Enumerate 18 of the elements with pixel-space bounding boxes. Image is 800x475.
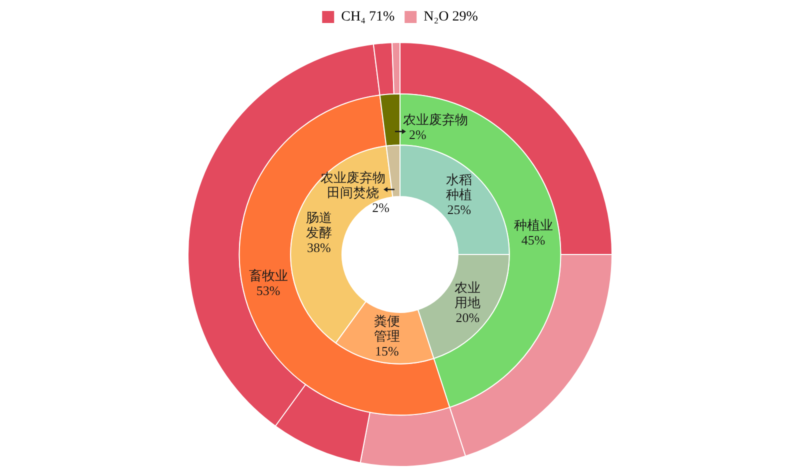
legend-label: N₂O 29% [424,10,478,25]
slice-label: 粪便管理 [374,314,400,344]
slice-label: 畜牧业 [248,268,288,283]
data-label: 2% [372,200,390,215]
data-label: 38% [307,240,332,256]
data-label: 15% [374,344,399,359]
legend-label: CH₄ 71% [341,10,395,25]
data-label: 20% [456,310,480,326]
slice-label: 种植业 [514,217,553,232]
slice-label: 水稻种植 [446,172,472,202]
data-label: 53% [256,282,280,298]
data-label: 45% [521,232,546,248]
data-label: 25% [447,202,472,217]
data-label: 2% [409,126,426,142]
slice-label: 农业废弃物田间焚烧 [320,170,386,200]
slice-label: 农业用地 [454,280,481,310]
slice-label: 农业废弃物 [403,112,468,127]
slice-label: 肠道发酵 [306,210,332,240]
